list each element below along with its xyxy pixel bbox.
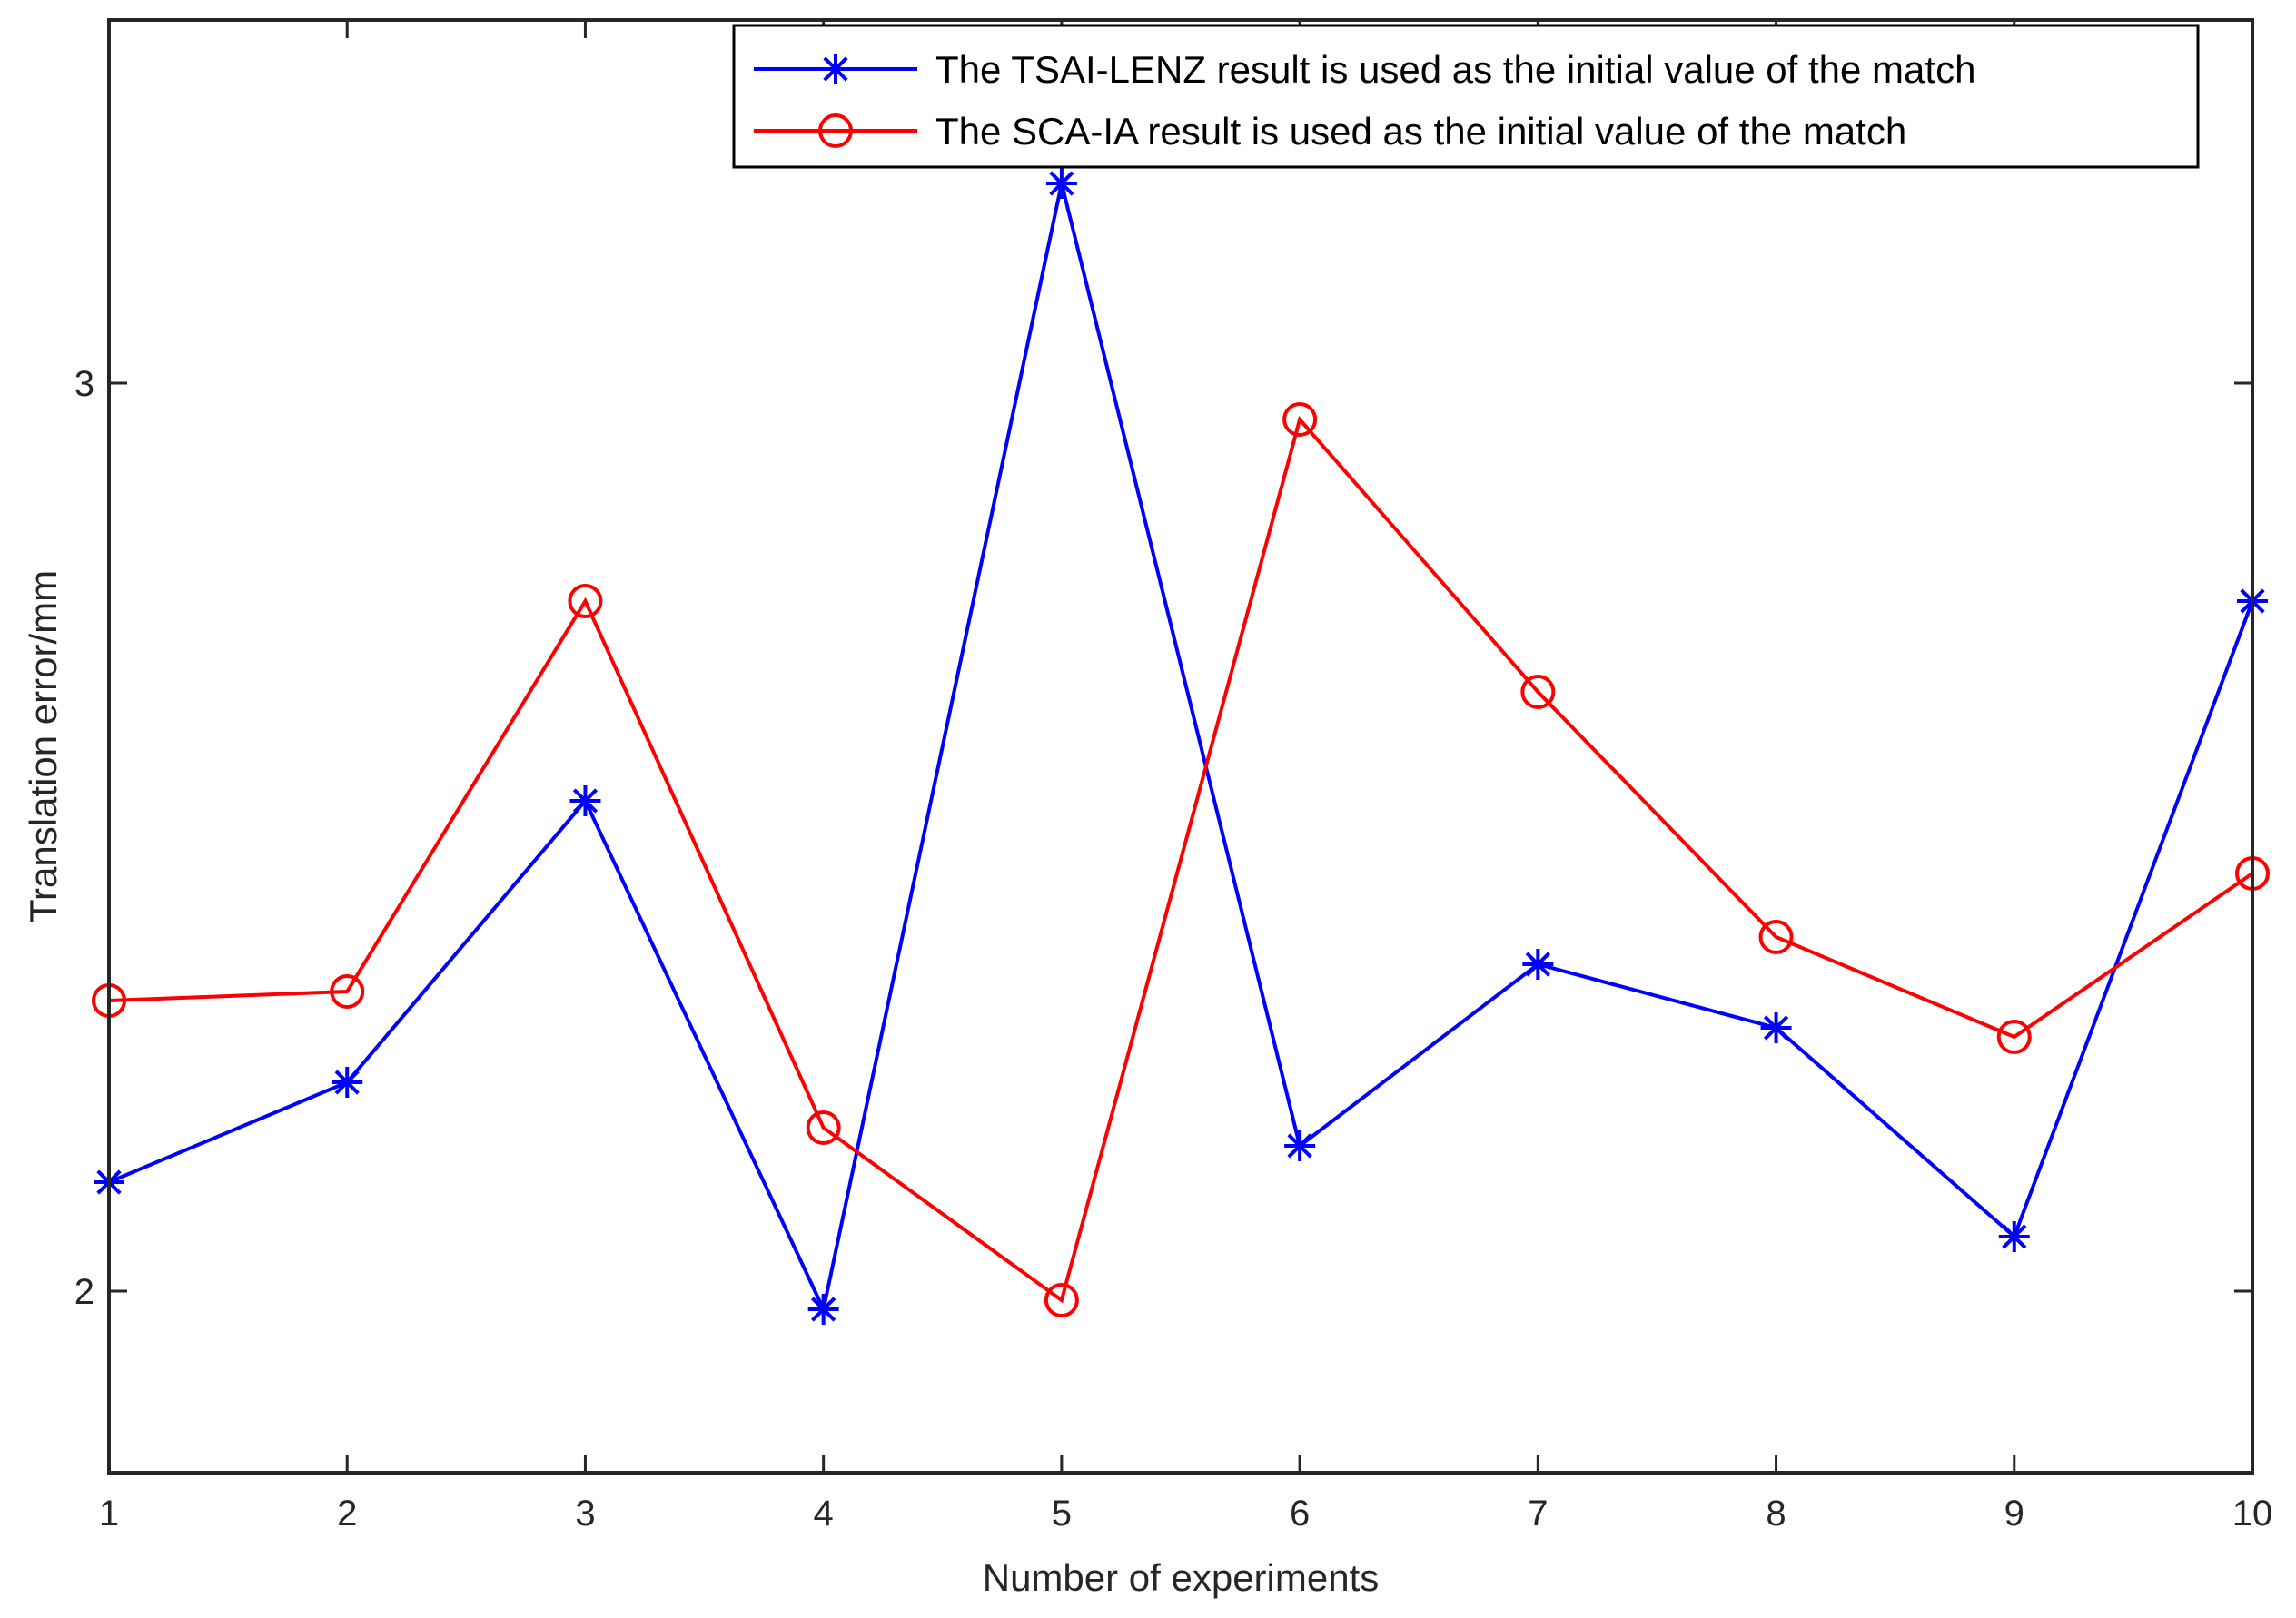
x-tick-label: 8 <box>1766 1494 1786 1534</box>
data-point-sca-ia <box>1520 675 1556 709</box>
x-tick-label: 5 <box>1052 1494 1072 1534</box>
x-tick-label: 7 <box>1528 1494 1548 1534</box>
data-point-tsai-lenz <box>332 1067 363 1098</box>
plot-frame <box>107 18 2254 1475</box>
series-line-sca-ia <box>108 415 2254 1304</box>
y-axis-label: Translation error/mm <box>22 570 64 922</box>
legend-marker-symbol <box>820 54 851 84</box>
data-point-tsai-lenz <box>1998 1221 2030 1252</box>
data-point-sca-ia <box>806 1110 841 1145</box>
legend-marker-sca-ia <box>818 113 853 148</box>
y-tick-label: 3 <box>74 364 94 404</box>
legend: The TSAI-LENZ result is used as the init… <box>732 24 2200 169</box>
legend-box <box>732 24 2200 169</box>
data-point-tsai-lenz <box>569 785 601 816</box>
series-line-tsai-lenz <box>108 183 2254 1316</box>
legend-marker-tsai-lenz <box>820 54 851 84</box>
data-point-tsai-lenz <box>1760 1012 1792 1043</box>
data-point-tsai-lenz <box>1045 168 1077 199</box>
legend-marker-symbol <box>818 113 853 148</box>
x-axis-label: Number of experiments <box>983 1556 1380 1599</box>
x-tick-label: 9 <box>2004 1494 2024 1534</box>
x-tick-label: 2 <box>337 1494 357 1534</box>
legend-label-sca-ia: The SCA-IA result is used as the initial… <box>935 110 1906 153</box>
x-tick-label: 6 <box>1290 1494 1310 1534</box>
data-point-sca-ia <box>1996 1020 2032 1054</box>
ticks-layer: 1 2 3 4 5 6 7 8 9 10 2 3 <box>74 20 2273 1534</box>
x-tick-label: 3 <box>575 1494 595 1534</box>
data-point-sca-ia <box>568 584 603 618</box>
data-point-sca-ia <box>1044 1283 1079 1317</box>
data-point-tsai-lenz <box>1522 949 1554 980</box>
data-point-sca-ia <box>1282 402 1318 437</box>
data-point-sca-ia <box>1758 920 1794 954</box>
legend-label-tsai-lenz: The TSAI-LENZ result is used as the init… <box>935 48 1975 91</box>
data-point-tsai-lenz <box>1284 1130 1316 1161</box>
data-point-tsai-lenz <box>807 1294 839 1325</box>
y-tick-label: 2 <box>74 1272 94 1312</box>
x-tick-label: 10 <box>2232 1494 2273 1534</box>
plot-background <box>109 20 2252 1473</box>
x-tick-label: 1 <box>99 1494 119 1534</box>
data-point-sca-ia <box>330 974 365 1009</box>
x-tick-label: 4 <box>814 1494 834 1534</box>
